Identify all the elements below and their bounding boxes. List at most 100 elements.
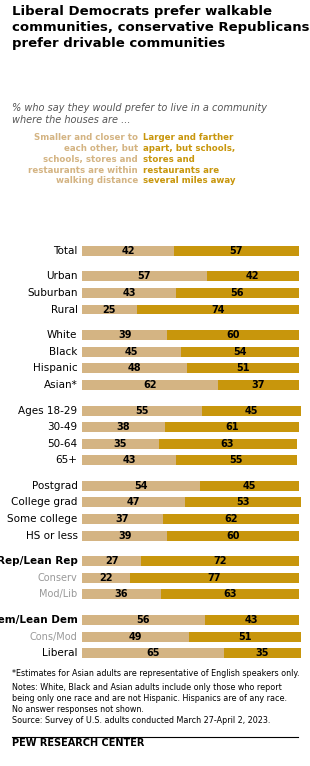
- Text: Liberal: Liberal: [42, 648, 78, 658]
- Text: 77: 77: [208, 573, 221, 583]
- Bar: [82, 246, 174, 256]
- Text: 65: 65: [146, 648, 160, 658]
- Bar: [141, 556, 299, 566]
- Text: 54: 54: [135, 481, 148, 491]
- Text: 39: 39: [118, 531, 131, 541]
- Text: 57: 57: [230, 246, 243, 256]
- Text: Rural: Rural: [51, 305, 78, 315]
- Text: Source: Survey of U.S. adults conducted March 27-April 2, 2023.: Source: Survey of U.S. adults conducted …: [12, 716, 271, 725]
- Text: White: White: [47, 330, 78, 340]
- Text: 60: 60: [226, 531, 240, 541]
- Bar: [205, 615, 299, 625]
- Text: 53: 53: [236, 497, 250, 507]
- Bar: [82, 615, 205, 625]
- Text: 35: 35: [256, 648, 269, 658]
- Bar: [82, 648, 224, 658]
- Text: 72: 72: [213, 556, 227, 566]
- Text: 38: 38: [117, 422, 131, 432]
- Text: 63: 63: [221, 439, 234, 449]
- Bar: [82, 271, 207, 281]
- Text: 47: 47: [127, 497, 140, 507]
- Text: 57: 57: [138, 271, 151, 281]
- Text: 50-64: 50-64: [47, 439, 78, 449]
- Bar: [187, 363, 299, 373]
- Bar: [180, 347, 299, 357]
- Bar: [207, 271, 299, 281]
- Text: 22: 22: [100, 573, 113, 583]
- Bar: [82, 347, 180, 357]
- Text: Notes: White, Black and Asian adults include only those who report
being only on: Notes: White, Black and Asian adults inc…: [12, 683, 287, 715]
- Bar: [137, 305, 299, 315]
- Bar: [218, 380, 299, 390]
- Text: PEW RESEARCH CENTER: PEW RESEARCH CENTER: [12, 738, 145, 748]
- Text: 51: 51: [236, 363, 250, 373]
- Bar: [82, 531, 167, 541]
- Text: Black: Black: [49, 347, 78, 357]
- Bar: [176, 455, 296, 465]
- Bar: [167, 531, 299, 541]
- Bar: [200, 481, 299, 491]
- Bar: [165, 422, 299, 432]
- Text: 62: 62: [143, 380, 157, 390]
- Bar: [176, 288, 299, 298]
- Text: 65+: 65+: [55, 455, 78, 465]
- Text: 42: 42: [121, 246, 135, 256]
- Text: Some college: Some college: [7, 514, 78, 524]
- Text: 42: 42: [246, 271, 259, 281]
- Bar: [82, 380, 218, 390]
- Text: 43: 43: [122, 288, 136, 298]
- Bar: [174, 246, 299, 256]
- Text: 43: 43: [122, 455, 136, 465]
- Text: 60: 60: [226, 330, 240, 340]
- Text: 30-49: 30-49: [47, 422, 78, 432]
- Text: 74: 74: [211, 305, 224, 315]
- Text: 56: 56: [137, 615, 150, 625]
- Bar: [82, 556, 141, 566]
- Text: 35: 35: [113, 439, 127, 449]
- Text: Smaller and closer to
each other, but
schools, stores and
restaurants are within: Smaller and closer to each other, but sc…: [28, 133, 138, 185]
- Text: 37: 37: [116, 514, 129, 524]
- Text: *Estimates for Asian adults are representative of English speakers only.: *Estimates for Asian adults are represen…: [12, 669, 300, 678]
- Bar: [189, 632, 301, 642]
- Text: 36: 36: [115, 589, 128, 599]
- Bar: [82, 422, 165, 432]
- Text: 43: 43: [245, 615, 259, 625]
- Text: Hispanic: Hispanic: [33, 363, 78, 373]
- Text: 63: 63: [223, 589, 237, 599]
- Text: 62: 62: [224, 514, 237, 524]
- Bar: [161, 589, 299, 599]
- Bar: [185, 497, 301, 507]
- Text: Mod/Lib: Mod/Lib: [39, 589, 78, 599]
- Text: 27: 27: [105, 556, 118, 566]
- Text: Ages 18-29: Ages 18-29: [18, 405, 78, 415]
- Text: 45: 45: [125, 347, 138, 357]
- Text: 51: 51: [238, 632, 252, 642]
- Bar: [82, 481, 200, 491]
- Text: 45: 45: [243, 481, 256, 491]
- Text: 54: 54: [233, 347, 246, 357]
- Bar: [163, 514, 299, 524]
- Bar: [82, 330, 167, 340]
- Bar: [82, 288, 176, 298]
- Text: 48: 48: [128, 363, 141, 373]
- Text: College grad: College grad: [11, 497, 78, 507]
- Bar: [82, 305, 137, 315]
- Bar: [82, 573, 130, 583]
- Bar: [130, 573, 299, 583]
- Text: Larger and farther
apart, but schools,
stores and
restaurants are
several miles : Larger and farther apart, but schools, s…: [143, 133, 235, 185]
- Text: Suburban: Suburban: [27, 288, 78, 298]
- Text: 37: 37: [251, 380, 265, 390]
- Bar: [82, 405, 202, 415]
- Text: 55: 55: [230, 455, 243, 465]
- Bar: [82, 439, 159, 449]
- Bar: [82, 455, 176, 465]
- Text: Cons/Mod: Cons/Mod: [30, 632, 78, 642]
- Bar: [159, 439, 296, 449]
- Text: Liberal Democrats prefer walkable
communities, conservative Republicans
prefer d: Liberal Democrats prefer walkable commun…: [12, 5, 310, 51]
- Text: Urban: Urban: [46, 271, 78, 281]
- Text: 55: 55: [135, 405, 149, 415]
- Text: 49: 49: [129, 632, 142, 642]
- Bar: [82, 589, 161, 599]
- Text: Rep/Lean Rep: Rep/Lean Rep: [0, 556, 78, 566]
- Text: 61: 61: [225, 422, 239, 432]
